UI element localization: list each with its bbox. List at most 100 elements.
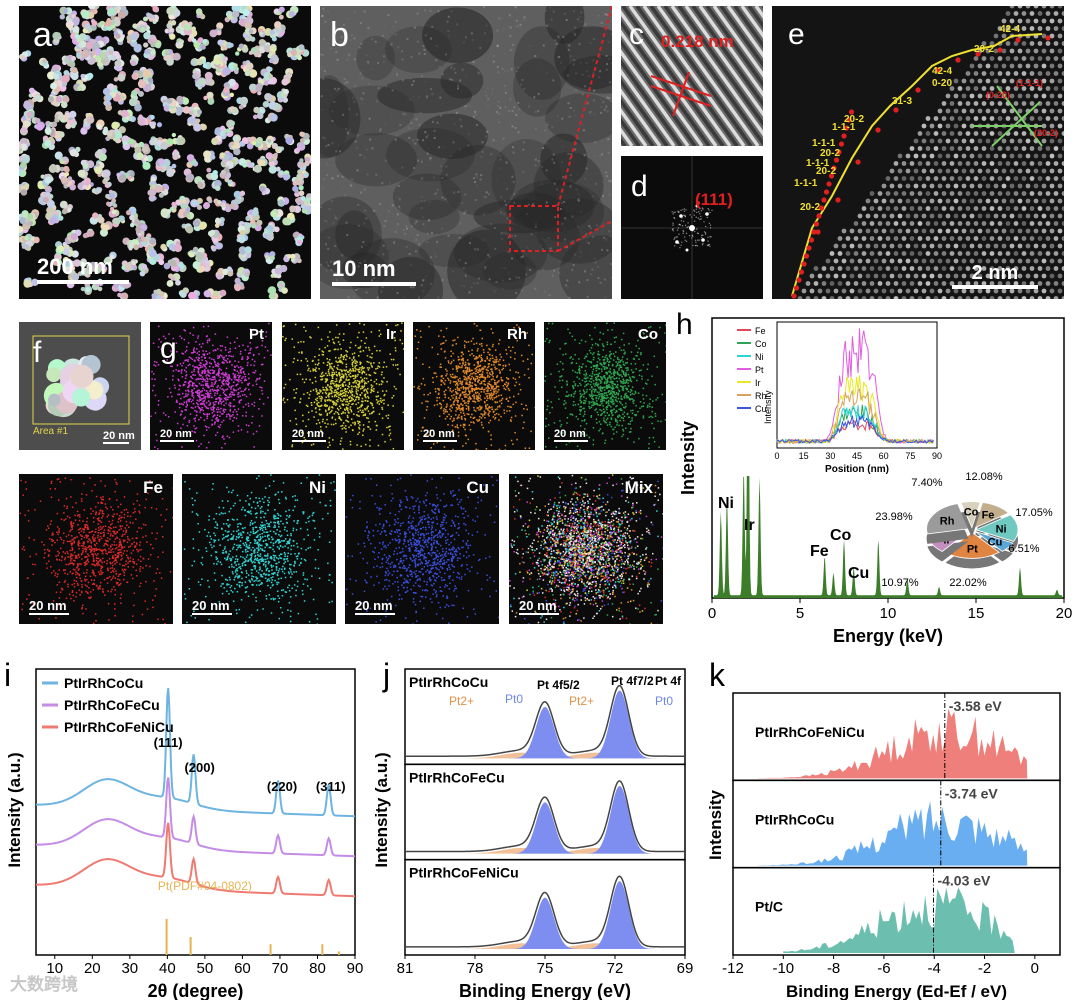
map-dot <box>238 430 240 432</box>
noise-dot <box>494 290 496 292</box>
map-dot <box>214 395 216 397</box>
atom-column <box>946 154 951 159</box>
map-dot <box>177 394 179 396</box>
atom-column <box>942 236 947 241</box>
atom-column <box>1050 259 1055 264</box>
particle-lobe <box>109 193 115 199</box>
map-dot <box>206 429 208 431</box>
atom-column <box>974 191 979 196</box>
noise-dot <box>602 101 604 103</box>
fft-noise <box>684 211 685 212</box>
fft-noise <box>679 247 680 248</box>
map-dot <box>210 385 212 387</box>
noise-dot <box>457 85 459 87</box>
noise-dot <box>586 167 588 169</box>
atom-column <box>966 116 971 121</box>
fft-noise <box>683 231 684 232</box>
particle-lobe <box>245 272 250 277</box>
particle-lobe <box>234 284 241 291</box>
atom-column <box>1050 64 1055 69</box>
nanoparticle <box>143 49 155 60</box>
nanoparticle <box>259 184 270 196</box>
atom-column <box>878 266 883 271</box>
atom-column <box>1010 214 1015 219</box>
atom-column <box>954 199 959 204</box>
atom-column <box>926 116 931 121</box>
atom-column <box>1030 176 1035 181</box>
atom-column <box>1042 19 1047 24</box>
map-dot <box>205 360 207 362</box>
particle-lobe <box>94 166 102 174</box>
nanoparticle <box>143 12 154 21</box>
fft-noise <box>697 240 698 241</box>
atom-column <box>846 266 851 271</box>
map-dot <box>210 370 212 372</box>
noise-dot <box>593 59 595 61</box>
noise-dot <box>536 30 538 32</box>
particle-lobe <box>249 84 257 92</box>
noise-dot <box>473 116 475 118</box>
atom-column <box>926 296 931 299</box>
particle-lobe <box>136 152 143 159</box>
map-dot <box>233 390 235 392</box>
map-dot <box>217 393 219 395</box>
atom-column <box>978 169 983 174</box>
noise-dot <box>410 122 412 124</box>
noise-dot <box>446 21 448 23</box>
atom-column <box>978 79 983 84</box>
map-dot <box>206 374 208 376</box>
noise-dot <box>605 107 607 109</box>
particle-lobe <box>85 287 90 292</box>
noise-dot <box>459 237 461 239</box>
noise-dot <box>383 61 385 63</box>
particle-lobe <box>131 90 137 96</box>
atom-column <box>934 251 939 256</box>
atom-column <box>990 131 995 136</box>
nanoparticle <box>49 164 61 173</box>
particle-lobe <box>142 162 150 170</box>
noise-dot <box>522 255 524 257</box>
particle-lobe <box>234 70 239 75</box>
atom-column <box>1062 71 1064 76</box>
atom-column <box>1010 229 1015 234</box>
particle-lobe <box>210 230 215 235</box>
noise-dot <box>440 165 442 167</box>
particle-lobe <box>270 45 277 52</box>
atom-column <box>862 251 867 256</box>
particle-lobe <box>297 240 302 245</box>
map-dot <box>201 346 203 348</box>
atom-column <box>822 266 827 271</box>
atom-column <box>982 191 987 196</box>
noise-dot <box>586 70 588 72</box>
noise-dot <box>516 70 518 72</box>
particle-lobe <box>253 115 258 120</box>
noise-dot <box>487 104 489 106</box>
noise-dot <box>442 73 444 75</box>
atom-column <box>1050 184 1055 189</box>
atom-column <box>970 199 975 204</box>
atom-column <box>998 221 1003 226</box>
fft-noise <box>702 235 703 236</box>
noise-dot <box>447 266 449 268</box>
fft-noise <box>684 240 685 241</box>
particle-lobe <box>34 95 41 102</box>
noise-dot <box>429 10 431 12</box>
nanoparticle <box>268 101 282 112</box>
noise-dot <box>544 291 546 293</box>
particle-lobe <box>304 172 309 177</box>
surface-atom-marker <box>875 127 880 132</box>
particle-lobe <box>205 72 213 80</box>
noise-dot <box>422 263 424 265</box>
nanoparticle <box>114 71 126 82</box>
atom-column <box>886 251 891 256</box>
particle-lobe <box>130 223 134 227</box>
noise-dot <box>421 75 423 77</box>
noise-dot <box>493 61 495 63</box>
noise-dot <box>393 242 395 244</box>
noise-dot <box>532 203 534 205</box>
atom-column <box>1058 229 1063 234</box>
fft-noise <box>694 231 695 232</box>
atom-column <box>1038 251 1043 256</box>
map-dot <box>238 408 240 410</box>
atom-column <box>906 244 911 249</box>
